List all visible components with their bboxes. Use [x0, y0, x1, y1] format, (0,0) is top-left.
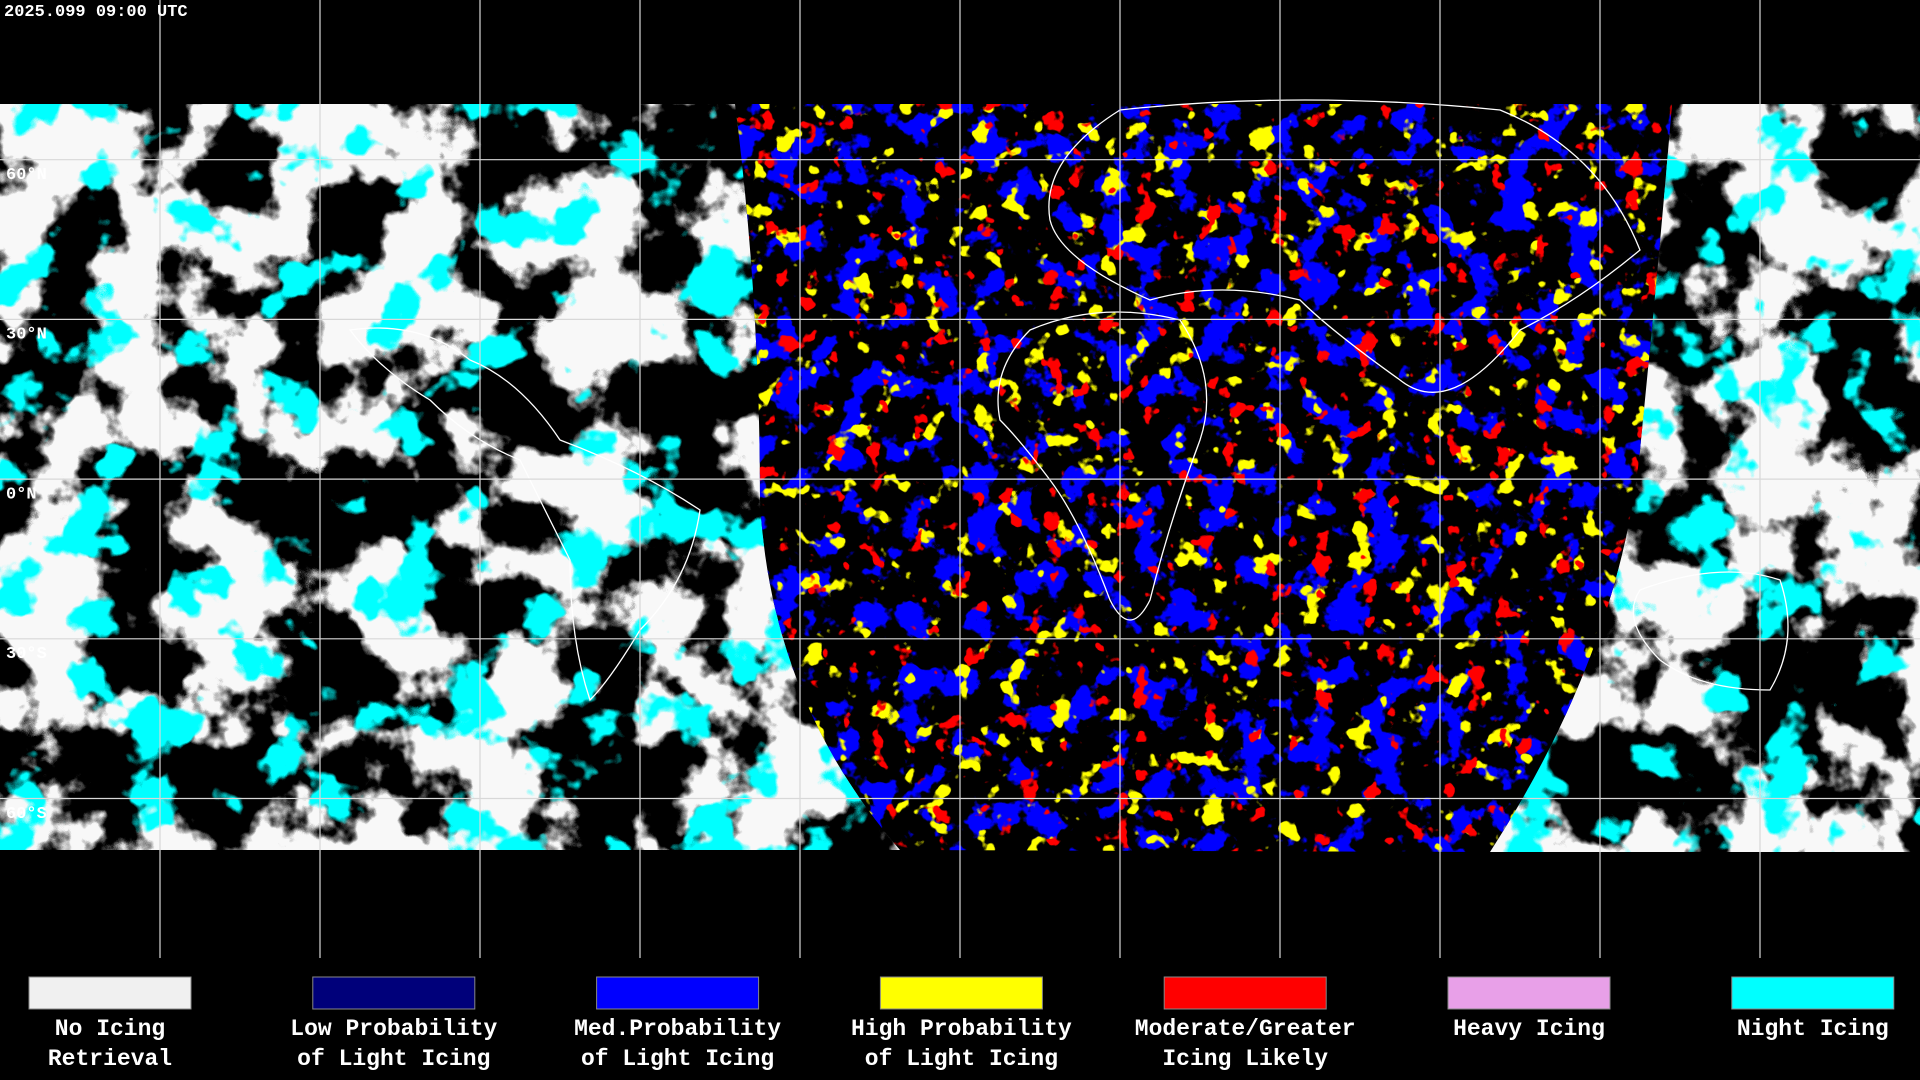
- latitude-label: 30°N: [6, 326, 47, 345]
- legend-label: No Icing: [55, 1016, 165, 1042]
- coastlines: [348, 99, 1789, 702]
- legend: No Icing Retrieval Low Probability of Light…: [28, 976, 1895, 1072]
- legend-label: Night Icing: [1737, 1016, 1889, 1042]
- latitude-label: 0°N: [6, 485, 37, 504]
- legend-label: High Probability: [851, 1016, 1072, 1042]
- legend-label: of Light Icing: [297, 1046, 490, 1072]
- legend-label: of Light Icing: [581, 1046, 774, 1072]
- legend-swatch: [1731, 976, 1895, 1010]
- legend-swatch: [28, 976, 192, 1010]
- legend-label: Low Probability: [290, 1016, 497, 1042]
- night-region: [735, 104, 1672, 852]
- legend-swatch: [312, 976, 476, 1010]
- legend-swatch: [596, 976, 760, 1010]
- legend-label: Icing Likely: [1162, 1046, 1328, 1072]
- africa-outline: [997, 311, 1208, 621]
- eurasia-outline: [1048, 99, 1641, 393]
- legend-label: Moderate/Greater: [1135, 1016, 1356, 1042]
- legend-label: Med.Probability: [574, 1016, 781, 1042]
- americas-outline: [348, 327, 701, 702]
- legend-swatch: [1163, 976, 1327, 1010]
- moderate-icing-field: [735, 104, 1672, 852]
- timestamp: 2025.099 09:00 UTC: [4, 3, 188, 22]
- legend-label: of Light Icing: [865, 1046, 1058, 1072]
- australia-outline: [1632, 571, 1789, 691]
- graticule: [0, 0, 1920, 958]
- latitude-label: 60°N: [6, 166, 47, 185]
- legend-swatch: [1447, 976, 1611, 1010]
- legend-label: Retrieval: [48, 1046, 172, 1072]
- latitude-labels: 60°N 30°N 0°N 30°S 60°S: [6, 166, 47, 824]
- latitude-label: 60°S: [6, 805, 47, 824]
- latitude-label: 30°S: [6, 645, 47, 664]
- legend-swatch: [879, 976, 1043, 1010]
- legend-label: Heavy Icing: [1453, 1016, 1605, 1042]
